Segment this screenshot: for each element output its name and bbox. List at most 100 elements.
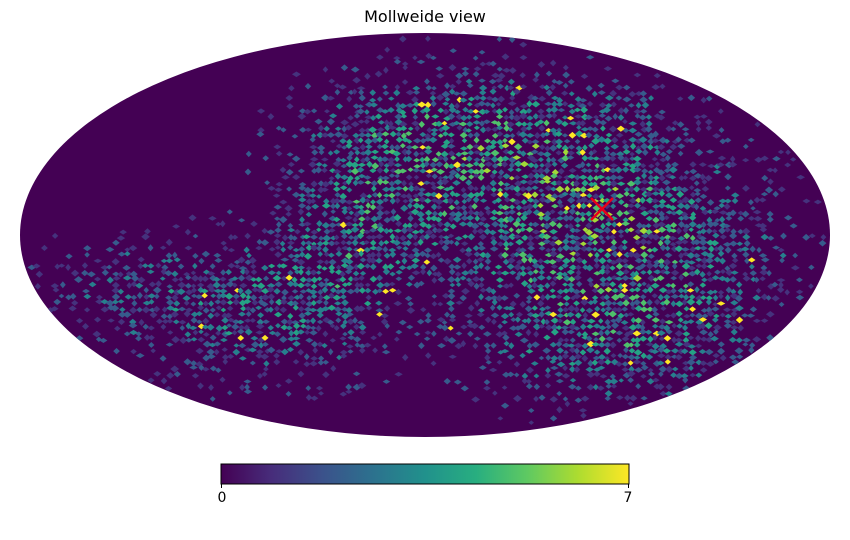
sky-pixel bbox=[611, 322, 619, 330]
sky-pixel bbox=[640, 142, 649, 150]
sky-pixel bbox=[215, 330, 222, 336]
sky-pixel bbox=[407, 185, 416, 193]
sky-pixel bbox=[694, 148, 704, 157]
sky-pixel bbox=[736, 354, 744, 360]
sky-pixel bbox=[557, 210, 565, 216]
sky-pixel bbox=[533, 172, 541, 180]
sky-pixel bbox=[566, 155, 575, 160]
sky-pixel bbox=[478, 49, 486, 55]
sky-pixel bbox=[461, 262, 467, 270]
sky-pixel bbox=[266, 346, 276, 354]
sky-pixel bbox=[527, 162, 535, 169]
sky-pixel bbox=[412, 185, 421, 192]
sky-pixel bbox=[274, 311, 283, 318]
sky-pixel bbox=[566, 269, 575, 275]
sky-pixel bbox=[615, 270, 625, 277]
sky-pixel bbox=[309, 234, 319, 240]
sky-pixel bbox=[728, 262, 738, 269]
sky-pixel bbox=[381, 131, 390, 137]
sky-pixel bbox=[574, 251, 581, 257]
sky-pixel bbox=[352, 251, 361, 259]
sky-pixel bbox=[737, 288, 744, 296]
sky-pixel bbox=[356, 166, 365, 173]
sky-pixel bbox=[407, 126, 414, 131]
sky-pixel bbox=[165, 258, 174, 264]
sky-pixel bbox=[170, 365, 180, 373]
sky-pixel bbox=[292, 247, 300, 253]
sky-pixel bbox=[695, 334, 702, 342]
sky-pixel bbox=[352, 199, 361, 204]
sky-pixel bbox=[627, 354, 636, 361]
sky-pixel bbox=[431, 86, 437, 91]
sky-pixel bbox=[665, 365, 674, 373]
sky-pixel bbox=[718, 210, 728, 215]
sky-pixel bbox=[332, 160, 342, 168]
sky-pixel bbox=[359, 196, 367, 204]
sky-pixel bbox=[502, 371, 511, 378]
sky-pixel bbox=[568, 383, 577, 390]
sky-pixel bbox=[279, 306, 288, 314]
sky-pixel bbox=[497, 241, 504, 247]
sky-pixel bbox=[554, 131, 563, 137]
sky-pixel bbox=[540, 192, 546, 198]
sky-pixel bbox=[742, 158, 750, 163]
sky-pixel bbox=[549, 415, 558, 422]
sky-pixel bbox=[519, 227, 527, 232]
sky-pixel bbox=[563, 301, 570, 307]
sky-pixel bbox=[711, 228, 718, 234]
sky-pixel bbox=[477, 221, 486, 226]
sky-pixel bbox=[676, 323, 684, 329]
sky-pixel bbox=[568, 91, 575, 97]
sky-pixel bbox=[363, 209, 371, 215]
sky-pixel bbox=[275, 181, 283, 187]
sky-pixel bbox=[616, 395, 624, 401]
sky-pixel bbox=[550, 328, 559, 336]
sky-pixel bbox=[232, 282, 238, 288]
sky-pixel bbox=[514, 121, 523, 127]
sky-pixel bbox=[695, 359, 703, 366]
sky-pixel bbox=[287, 269, 294, 276]
sky-pixel bbox=[717, 155, 727, 161]
sky-pixel bbox=[352, 235, 359, 241]
sky-pixel bbox=[622, 269, 630, 275]
sky-pixel bbox=[267, 293, 275, 301]
sky-pixel bbox=[521, 377, 528, 385]
sky-pixel bbox=[514, 191, 523, 197]
sky-pixel bbox=[537, 202, 544, 209]
sky-pixel bbox=[513, 372, 520, 378]
sky-pixel bbox=[609, 341, 617, 349]
sky-pixel bbox=[126, 282, 132, 289]
sky-pixel bbox=[152, 286, 162, 294]
sky-pixel bbox=[124, 247, 131, 252]
sky-pixel bbox=[512, 88, 521, 95]
sky-pixel bbox=[651, 156, 658, 162]
sky-pixel bbox=[266, 286, 275, 293]
sky-pixel bbox=[321, 286, 329, 294]
sky-pixel bbox=[225, 269, 232, 276]
sky-pixel bbox=[591, 137, 601, 145]
sky-pixel bbox=[341, 341, 348, 346]
sky-pixel bbox=[719, 354, 727, 362]
sky-pixel bbox=[437, 276, 446, 283]
sky-pixel bbox=[387, 96, 395, 101]
sky-pixel bbox=[144, 228, 151, 235]
sky-pixel bbox=[671, 366, 679, 372]
sky-pixel bbox=[603, 167, 612, 173]
sky-pixel bbox=[389, 271, 396, 277]
sky-pixel bbox=[771, 281, 779, 288]
sky-pixel bbox=[273, 331, 282, 337]
sky-pixel bbox=[340, 133, 349, 139]
sky-pixel bbox=[657, 293, 664, 301]
sky-pixel bbox=[378, 160, 385, 168]
sky-pixel bbox=[269, 210, 277, 216]
sky-pixel bbox=[658, 371, 664, 378]
sky-pixel bbox=[291, 71, 301, 78]
sky-pixel bbox=[515, 311, 523, 318]
sky-pixel bbox=[344, 252, 353, 260]
sky-pixel bbox=[538, 355, 545, 361]
sky-pixel bbox=[219, 292, 227, 299]
sky-pixel bbox=[399, 109, 407, 116]
colorbar: 0 7 bbox=[218, 463, 632, 506]
sky-pixel bbox=[376, 178, 384, 186]
sky-pixel bbox=[586, 340, 596, 348]
